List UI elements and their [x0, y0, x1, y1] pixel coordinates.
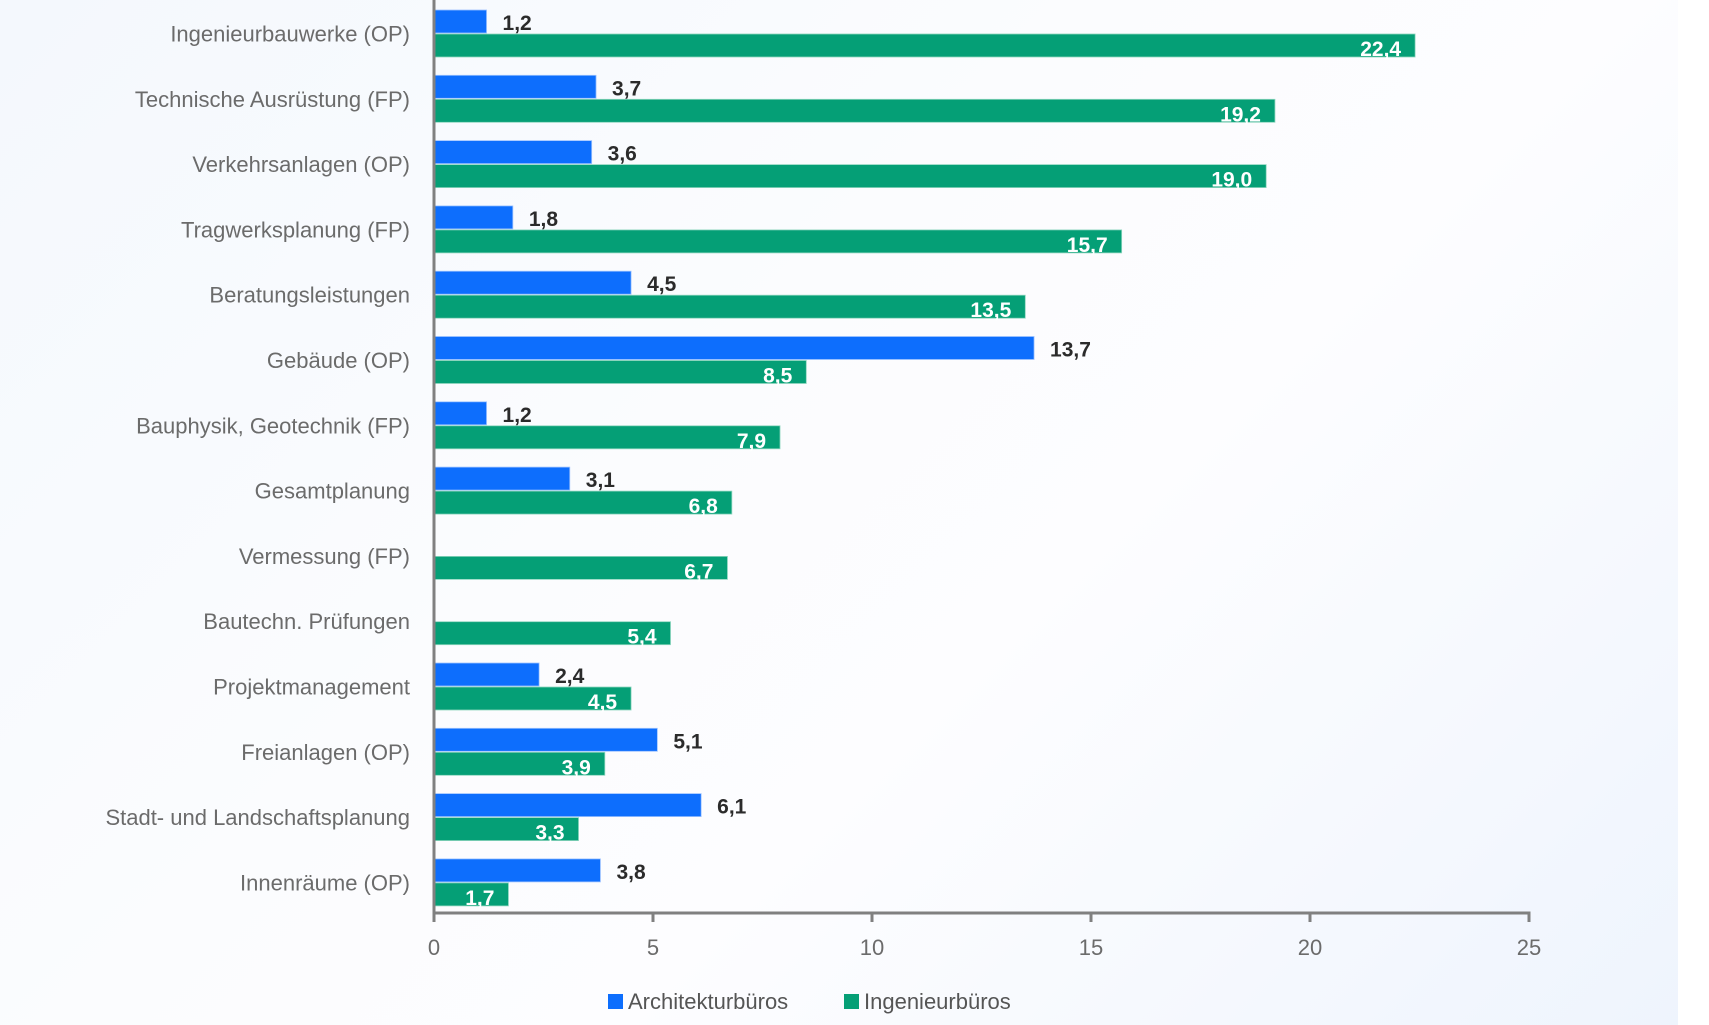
data-label-architekturbueros: 3,8 [616, 861, 646, 884]
legend-label-ingenieurbueros: Ingenieurbüros [864, 989, 1011, 1014]
x-tick-label: 5 [647, 935, 659, 960]
bar-ingenieurbueros [433, 490, 733, 515]
data-label-ingenieurbueros: 4,5 [588, 691, 618, 714]
x-tick-label: 0 [428, 935, 440, 960]
bar-architekturbueros [433, 74, 597, 99]
bar-architekturbueros [433, 9, 487, 34]
data-label-architekturbueros: 5,1 [673, 730, 703, 753]
data-label-architekturbueros: 2,4 [555, 665, 585, 688]
data-label-ingenieurbueros: 6,8 [689, 495, 719, 518]
bar-ingenieurbueros [433, 294, 1026, 319]
data-label-architekturbueros: 1,2 [503, 12, 532, 35]
category-label: Technische Ausrüstung (FP) [135, 87, 410, 112]
data-label-ingenieurbueros: 19,2 [1220, 103, 1261, 126]
category-label: Projektmanagement [213, 675, 410, 700]
legend-swatch-ingenieurbueros [844, 994, 859, 1009]
bar-architekturbueros [433, 205, 514, 230]
bar-ingenieurbueros [433, 98, 1276, 123]
right-margin [1678, 0, 1709, 1025]
bar-architekturbueros [433, 140, 593, 165]
category-label: Gebäude (OP) [267, 348, 410, 373]
x-tick-label: 15 [1079, 935, 1103, 960]
category-label: Freianlagen (OP) [241, 740, 410, 765]
data-label-architekturbueros: 1,2 [503, 404, 532, 427]
data-label-architekturbueros: 6,1 [717, 796, 747, 819]
bar-ingenieurbueros [433, 164, 1267, 189]
x-tick-label: 25 [1517, 935, 1541, 960]
x-tick-label: 20 [1298, 935, 1322, 960]
bar-architekturbueros [433, 727, 658, 752]
bar-ingenieurbueros [433, 229, 1123, 254]
category-label: Bautechn. Prüfungen [203, 609, 410, 634]
bar-ingenieurbueros [433, 33, 1416, 58]
bar-architekturbueros [433, 336, 1035, 360]
category-label: Innenräume (OP) [240, 870, 410, 895]
category-label: Beratungsleistungen [209, 283, 410, 308]
data-label-ingenieurbueros: 13,5 [970, 299, 1011, 322]
data-label-ingenieurbueros: 22,4 [1360, 38, 1401, 61]
bar-architekturbueros [433, 793, 702, 817]
data-label-architekturbueros: 1,8 [529, 208, 559, 231]
category-label: Stadt- und Landschaftsplanung [105, 805, 410, 830]
bar-architekturbueros [433, 662, 540, 687]
data-label-ingenieurbueros: 5,4 [627, 626, 657, 649]
value-labels: 1,2 22,4 3,7 19,2 3,6 19,0 1,8 15,7 4,5 13,5 13,7 8… [465, 12, 1401, 910]
data-label-architekturbueros: 3,7 [612, 77, 641, 100]
category-label: Bauphysik, Geotechnik (FP) [136, 413, 410, 438]
data-label-ingenieurbueros: 3,3 [535, 822, 564, 845]
bar-architekturbueros [433, 401, 487, 426]
category-label: Verkehrsanlagen (OP) [192, 152, 410, 177]
category-label: Vermessung (FP) [239, 544, 410, 569]
data-label-ingenieurbueros: 7,9 [737, 430, 766, 453]
legend-swatch-architekturbueros [608, 994, 623, 1009]
x-axis-ticks: 0 5 10 15 20 25 [428, 913, 1541, 960]
category-label: Tragwerksplanung (FP) [181, 217, 410, 242]
data-label-ingenieurbueros: 3,9 [562, 756, 591, 779]
bar-architekturbueros [433, 466, 571, 491]
legend-label-architekturbueros: Architekturbüros [628, 989, 788, 1014]
data-label-ingenieurbueros: 1,7 [465, 887, 494, 910]
data-label-ingenieurbueros: 15,7 [1067, 234, 1108, 257]
data-label-architekturbueros: 3,6 [608, 143, 637, 166]
data-label-architekturbueros: 13,7 [1050, 339, 1091, 362]
category-labels: Ingenieurbauwerke (OP) Technische Ausrüst… [105, 22, 410, 896]
x-tick-label: 10 [860, 935, 884, 960]
category-label: Ingenieurbauwerke (OP) [170, 22, 410, 47]
legend: Architekturbüros Ingenieurbüros [608, 989, 1011, 1014]
bar-architekturbueros [433, 270, 632, 295]
data-label-ingenieurbueros: 19,0 [1211, 169, 1252, 192]
data-label-ingenieurbueros: 8,5 [763, 365, 793, 388]
bar-architekturbueros [433, 858, 601, 883]
bar-ingenieurbueros [433, 360, 807, 384]
category-label: Gesamtplanung [255, 479, 410, 504]
bar-ingenieurbueros [433, 425, 781, 450]
data-label-architekturbueros: 4,5 [647, 273, 677, 296]
data-label-ingenieurbueros: 6,7 [684, 560, 713, 583]
data-label-architekturbueros: 3,1 [586, 469, 616, 492]
